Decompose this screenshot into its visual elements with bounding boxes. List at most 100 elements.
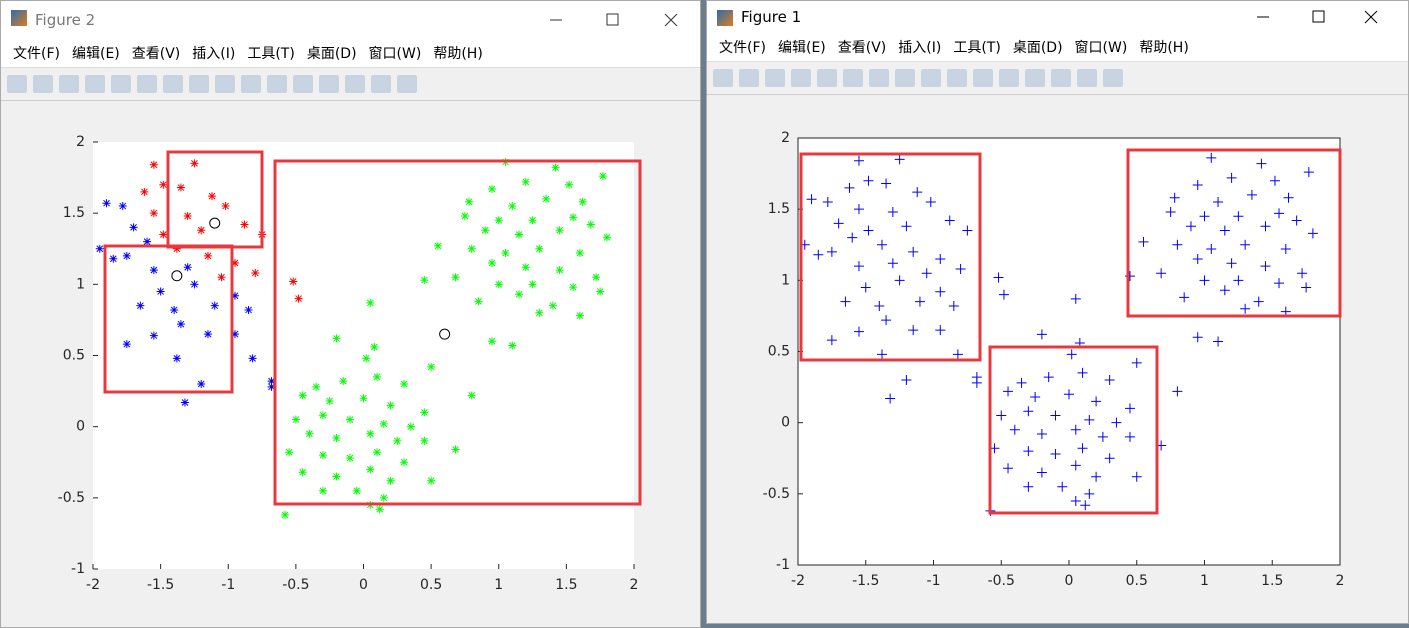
tool-button[interactable] bbox=[1103, 69, 1123, 87]
x-tick-label: 1 bbox=[1200, 573, 1209, 589]
tool-button[interactable] bbox=[791, 69, 811, 87]
tool-button[interactable] bbox=[85, 75, 105, 93]
point bbox=[159, 180, 168, 189]
menu-item[interactable]: 桌面(D) bbox=[1012, 40, 1063, 56]
menu-item[interactable]: 插入(I) bbox=[192, 46, 236, 62]
menu-item[interactable]: 窗口(W) bbox=[368, 46, 422, 62]
point bbox=[172, 354, 181, 363]
menu-item[interactable]: 帮助(H) bbox=[433, 46, 483, 62]
point bbox=[508, 341, 517, 350]
tool-button[interactable] bbox=[163, 75, 183, 93]
menu-item[interactable]: 工具(T) bbox=[247, 46, 295, 62]
tool-button[interactable] bbox=[7, 75, 27, 93]
tool-button[interactable] bbox=[895, 69, 915, 87]
tool-button[interactable] bbox=[137, 75, 157, 93]
tool-button[interactable] bbox=[843, 69, 863, 87]
point bbox=[901, 221, 912, 232]
tool-button[interactable] bbox=[1051, 69, 1071, 87]
menu-item[interactable]: 桌面(D) bbox=[306, 46, 357, 62]
menu-item[interactable]: 查看(V) bbox=[837, 40, 887, 56]
point bbox=[1080, 500, 1091, 511]
window-controls[interactable] bbox=[1, 1, 701, 39]
menu-item[interactable]: 查看(V) bbox=[131, 46, 181, 62]
point bbox=[887, 207, 898, 218]
tool-button[interactable] bbox=[869, 69, 889, 87]
tool-button[interactable] bbox=[921, 69, 941, 87]
point bbox=[267, 382, 276, 391]
tool-button[interactable] bbox=[713, 69, 733, 87]
tool-button[interactable] bbox=[215, 75, 235, 93]
point bbox=[366, 429, 375, 438]
tool-button[interactable] bbox=[947, 69, 967, 87]
tool-button[interactable] bbox=[59, 75, 79, 93]
point bbox=[149, 331, 158, 340]
point bbox=[1206, 244, 1217, 255]
point bbox=[294, 294, 303, 303]
point bbox=[494, 280, 503, 289]
point bbox=[912, 187, 923, 198]
tool-button[interactable] bbox=[111, 75, 131, 93]
point bbox=[1104, 453, 1115, 464]
tool-button[interactable] bbox=[267, 75, 287, 93]
point bbox=[1213, 336, 1224, 347]
menu-item[interactable]: 窗口(W) bbox=[1074, 40, 1128, 56]
point bbox=[1057, 481, 1068, 492]
tool-button[interactable] bbox=[241, 75, 261, 93]
point bbox=[210, 301, 219, 310]
point bbox=[312, 382, 321, 391]
tool-button[interactable] bbox=[371, 75, 391, 93]
title-bar: Figure 2 bbox=[1, 1, 700, 39]
menu-item[interactable]: 帮助(H) bbox=[1139, 40, 1189, 56]
point bbox=[420, 276, 429, 285]
tool-button[interactable] bbox=[765, 69, 785, 87]
point bbox=[362, 354, 371, 363]
tool-button[interactable] bbox=[397, 75, 417, 93]
point bbox=[1219, 285, 1230, 296]
point bbox=[345, 415, 354, 424]
menu-item[interactable]: 工具(T) bbox=[953, 40, 1001, 56]
point bbox=[515, 230, 524, 239]
point bbox=[190, 159, 199, 168]
tool-button[interactable] bbox=[817, 69, 837, 87]
tool-button[interactable] bbox=[33, 75, 53, 93]
menu-item[interactable]: 文件(F) bbox=[719, 40, 766, 56]
point bbox=[318, 411, 327, 420]
point bbox=[406, 422, 415, 431]
tool-button[interactable] bbox=[345, 75, 365, 93]
point bbox=[1213, 197, 1224, 208]
tool-button[interactable] bbox=[1025, 69, 1045, 87]
x-tick-label: 1.5 bbox=[1261, 573, 1283, 589]
tool-button[interactable] bbox=[999, 69, 1019, 87]
menu-item[interactable]: 插入(I) bbox=[898, 40, 942, 56]
point bbox=[373, 372, 382, 381]
point bbox=[122, 340, 131, 349]
point bbox=[251, 268, 260, 277]
point bbox=[535, 308, 544, 317]
point bbox=[298, 468, 307, 477]
y-tick-label: 0.5 bbox=[63, 348, 85, 364]
menu-item[interactable]: 编辑(E) bbox=[71, 46, 120, 62]
menu-item[interactable]: 文件(F) bbox=[13, 46, 60, 62]
point bbox=[1050, 410, 1061, 421]
point bbox=[474, 297, 483, 306]
tool-button[interactable] bbox=[973, 69, 993, 87]
window-controls[interactable] bbox=[707, 1, 1407, 33]
tool-button[interactable] bbox=[1077, 69, 1097, 87]
point bbox=[487, 258, 496, 267]
point bbox=[386, 401, 395, 410]
point bbox=[95, 244, 104, 253]
tool-button[interactable] bbox=[293, 75, 313, 93]
point bbox=[1269, 175, 1280, 186]
point bbox=[1206, 152, 1217, 163]
point bbox=[908, 325, 919, 336]
x-tick-label: -0.5 bbox=[282, 577, 309, 593]
tool-button[interactable] bbox=[319, 75, 339, 93]
window-title: Figure 2 bbox=[35, 11, 96, 29]
point bbox=[176, 183, 185, 192]
y-tick-label: 1 bbox=[781, 272, 790, 288]
point bbox=[935, 286, 946, 297]
tool-button[interactable] bbox=[189, 75, 209, 93]
menu-item[interactable]: 编辑(E) bbox=[777, 40, 826, 56]
tool-button[interactable] bbox=[739, 69, 759, 87]
